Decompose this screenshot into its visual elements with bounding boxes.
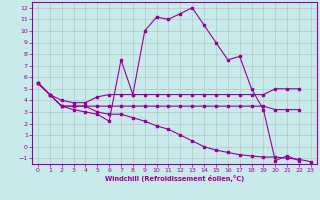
X-axis label: Windchill (Refroidissement éolien,°C): Windchill (Refroidissement éolien,°C) xyxy=(105,175,244,182)
